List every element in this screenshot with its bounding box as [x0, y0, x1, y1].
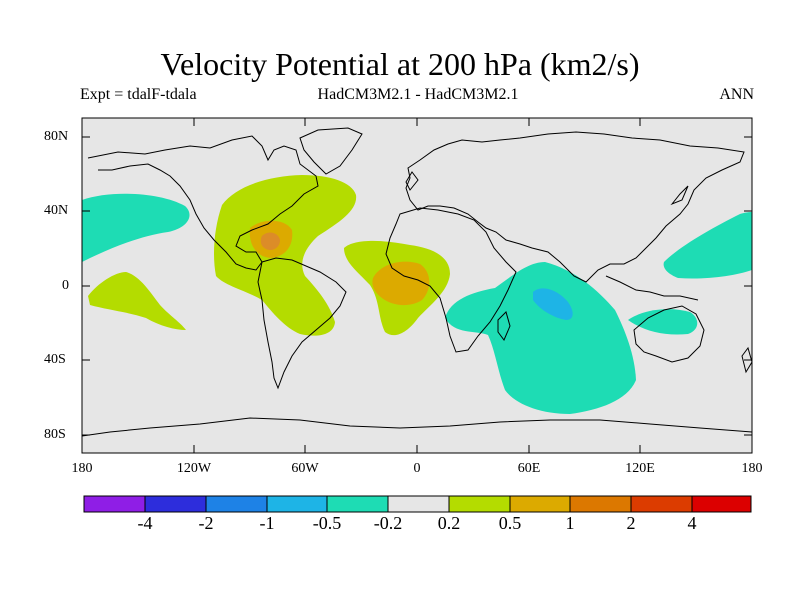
colorbar-box-4 — [326, 495, 389, 513]
colorbar-label-9: 4 — [687, 513, 697, 533]
contour-americas-positive — [214, 175, 357, 336]
colorbar-label-4: -0.2 — [373, 513, 403, 533]
lat-label-40n: 40N — [44, 203, 69, 218]
lon-label-0: 0 — [413, 461, 421, 476]
colorbar-label-8: 2 — [626, 513, 636, 533]
colorbar-box-9 — [630, 495, 693, 513]
coastlines — [81, 127, 753, 437]
contour-npacific-negative — [82, 193, 190, 262]
contour-fills — [82, 175, 752, 414]
lat-label-80n: 80N — [44, 129, 69, 144]
colorbar-box-7 — [509, 495, 571, 513]
coast-north-america — [87, 135, 319, 271]
colorbar-box-6 — [448, 495, 511, 513]
contour-epacific-positive — [88, 272, 186, 330]
colorbar-box-10 — [691, 495, 752, 513]
coast-madagascar — [497, 311, 511, 341]
colorbar-label-3: -0.5 — [312, 513, 342, 533]
coast-greenland — [299, 127, 363, 175]
lon-label-60e: 60E — [517, 461, 541, 476]
colorbar — [83, 495, 752, 513]
coast-africa — [385, 207, 517, 353]
page-title: Velocity Potential at 200 hPa (km2/s) — [160, 46, 640, 82]
contour-atlantic-mid — [372, 261, 430, 306]
colorbar-box-3 — [266, 495, 328, 513]
colorbar-label-1: -2 — [198, 513, 214, 533]
coast-australia — [633, 305, 705, 363]
coast-south-america — [257, 257, 347, 390]
axis-ticks — [81, 118, 753, 453]
colorbar-box-2 — [205, 495, 268, 513]
colorbar-label-6: 0.5 — [498, 513, 522, 533]
contour-wpacific-negative — [663, 212, 752, 279]
colorbar-label-0: -4 — [137, 513, 153, 533]
coast-japan — [670, 185, 689, 206]
coast-antarctica — [81, 417, 753, 437]
coast-eurasia — [405, 131, 745, 283]
colorbar-box-5 — [387, 495, 450, 513]
lon-label-180e: 180 — [741, 461, 763, 476]
experiment-label: Expt = tdalF-tdala — [80, 86, 197, 103]
lat-label-80s: 80S — [44, 427, 66, 442]
colorbar-label-5: 0.2 — [437, 513, 461, 533]
coast-indonesia — [605, 275, 699, 301]
coast-uk — [405, 171, 419, 191]
lon-label-180w: 180 — [71, 461, 93, 476]
colorbar-label-2: -1 — [259, 513, 275, 533]
lat-label-equator: 0 — [62, 278, 69, 293]
contour-australia-negative — [628, 309, 698, 335]
contour-indian-mid — [533, 288, 573, 320]
lon-label-120w: 120W — [176, 461, 212, 476]
colorbar-box-8 — [569, 495, 632, 513]
model-label: HadCM3M2.1 - HadCM3M2.1 — [317, 86, 519, 103]
contour-indian-negative — [445, 262, 636, 414]
lat-label-40s: 40S — [44, 352, 66, 367]
colorbar-box-1 — [144, 495, 207, 513]
contour-caribbean-strong — [260, 232, 280, 250]
lon-label-120e: 120E — [625, 461, 655, 476]
season-label: ANN — [719, 86, 754, 103]
lon-label-60w: 60W — [291, 461, 319, 476]
colorbar-label-7: 1 — [565, 513, 575, 533]
colorbar-box-0 — [83, 495, 146, 513]
